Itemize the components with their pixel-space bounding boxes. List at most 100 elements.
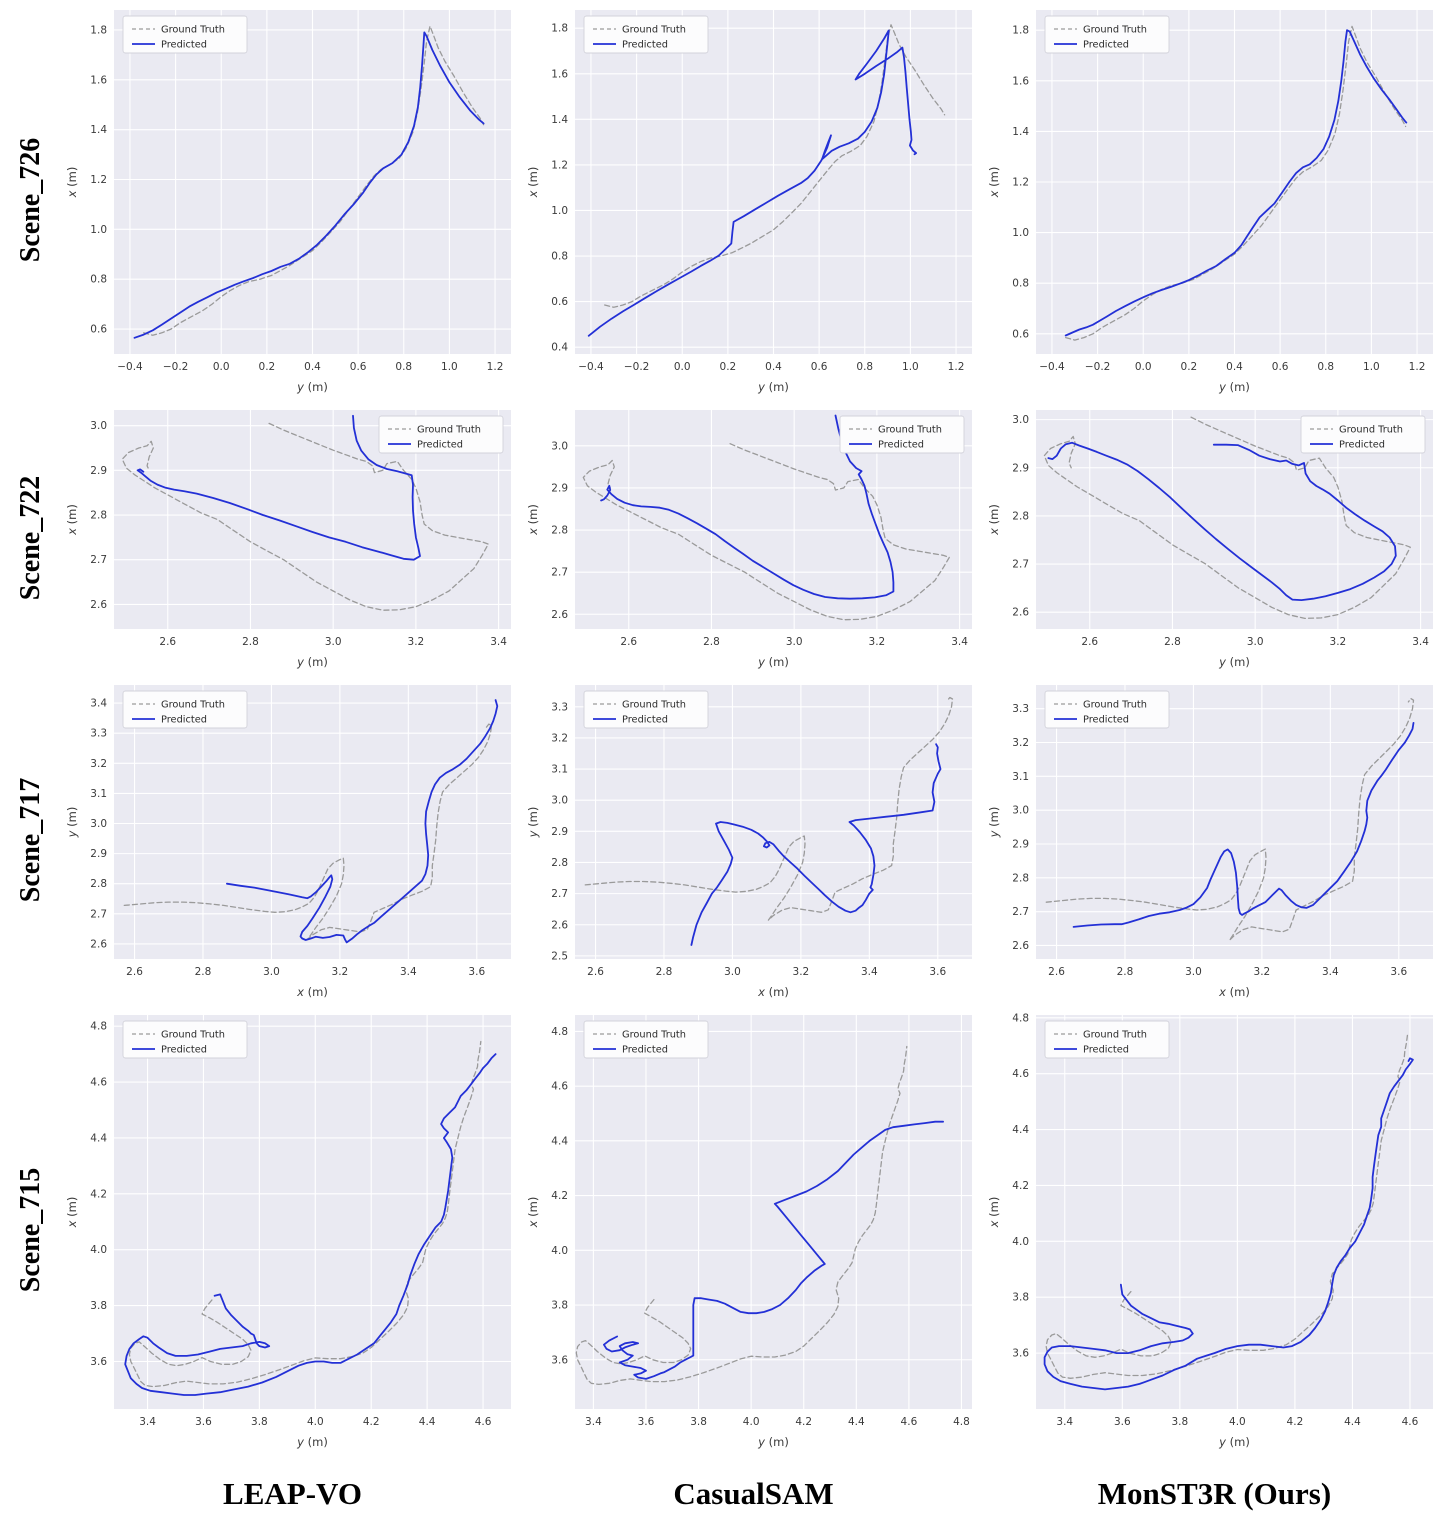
svg-text:2.6: 2.6 (90, 938, 107, 950)
svg-text:2.8: 2.8 (90, 878, 107, 890)
svg-text:Ground Truth: Ground Truth (622, 1030, 686, 1041)
svg-text:0.8: 0.8 (395, 361, 412, 373)
x-axis-label: y (m) (757, 380, 789, 394)
ground-truth-line (1065, 25, 1407, 341)
svg-text:2.6: 2.6 (90, 599, 107, 611)
svg-text:3.1: 3.1 (1012, 771, 1029, 783)
svg-text:Predicted: Predicted (1339, 440, 1385, 451)
svg-text:3.8: 3.8 (251, 1416, 268, 1428)
chart-svg: 2.6 2.8 3.0 3.2 3.4 3.6 2.6 2.7 2.8 2.9 3.0 3.1 3.2 3… (987, 685, 1433, 999)
legend: Ground Truth Predicted (583, 690, 709, 729)
svg-text:3.8: 3.8 (90, 1300, 107, 1312)
legend: Ground Truth Predicted (122, 1020, 248, 1059)
svg-text:Ground Truth: Ground Truth (161, 25, 225, 36)
svg-text:1.4: 1.4 (1012, 126, 1029, 138)
svg-text:3.0: 3.0 (551, 795, 568, 807)
svg-text:3.8: 3.8 (1012, 1292, 1029, 1304)
svg-text:3.2: 3.2 (793, 966, 810, 978)
svg-text:1.0: 1.0 (441, 361, 458, 373)
svg-text:0.6: 0.6 (551, 296, 568, 308)
svg-text:3.8: 3.8 (1171, 1416, 1188, 1428)
svg-text:Predicted: Predicted (161, 1045, 207, 1056)
plot-scene717-casualsam: 2.6 2.8 3.0 3.2 3.4 3.6 2.5 2.6 2.7 2.8 2.9 3.0 3.1 3… (523, 675, 984, 1005)
predicted-line (690, 743, 942, 946)
svg-text:0.0: 0.0 (674, 361, 691, 373)
x-axis-label: x (m) (1218, 985, 1250, 999)
svg-text:3.4: 3.4 (139, 1416, 156, 1428)
svg-text:1.2: 1.2 (487, 361, 504, 373)
x-axis-label: y (m) (757, 655, 789, 669)
svg-text:4.2: 4.2 (795, 1416, 812, 1428)
svg-text:Predicted: Predicted (622, 40, 668, 51)
svg-text:Ground Truth: Ground Truth (417, 425, 481, 436)
svg-text:3.0: 3.0 (90, 420, 107, 432)
svg-text:0.8: 0.8 (90, 274, 107, 286)
plot-scene726-casualsam: −0.4 −0.2 0.0 0.2 0.4 0.6 0.8 1.0 1.2 0.4 0.6 0.8 1.… (523, 0, 984, 400)
svg-text:2.9: 2.9 (90, 848, 107, 860)
svg-text:1.0: 1.0 (551, 205, 568, 217)
ground-truth-line (604, 24, 946, 308)
svg-text:0.6: 0.6 (811, 361, 828, 373)
svg-text:3.4: 3.4 (585, 1416, 602, 1428)
plot-scene726-monst3r: −0.4 −0.2 0.0 0.2 0.4 0.6 0.8 1.0 1.2 0.6 0.8 1.0 1.… (984, 0, 1445, 400)
svg-text:3.6: 3.6 (1390, 966, 1407, 978)
svg-text:2.6: 2.6 (159, 636, 176, 648)
svg-text:4.6: 4.6 (1012, 1068, 1029, 1080)
svg-text:2.9: 2.9 (90, 465, 107, 477)
svg-text:0.6: 0.6 (90, 324, 107, 336)
svg-text:0.8: 0.8 (551, 251, 568, 263)
svg-text:4.0: 4.0 (1229, 1416, 1246, 1428)
svg-text:2.6: 2.6 (1081, 636, 1098, 648)
svg-text:3.2: 3.2 (1254, 966, 1271, 978)
plot-scene715-monst3r: 3.4 3.6 3.8 4.0 4.2 4.4 4.6 3.6 3.8 4.0 4.2 4.4 4.6 4… (984, 1005, 1445, 1455)
svg-text:4.2: 4.2 (1287, 1416, 1304, 1428)
svg-text:−0.2: −0.2 (624, 361, 650, 373)
svg-text:1.0: 1.0 (1363, 361, 1380, 373)
svg-text:1.8: 1.8 (1012, 25, 1029, 37)
svg-text:0.4: 0.4 (304, 361, 321, 373)
svg-text:3.6: 3.6 (90, 1356, 107, 1368)
svg-text:0.8: 0.8 (856, 361, 873, 373)
column-title-text: CasualSAM (673, 1476, 834, 1511)
svg-text:0.8: 0.8 (1012, 278, 1029, 290)
svg-text:3.0: 3.0 (263, 966, 280, 978)
svg-text:2.7: 2.7 (1012, 559, 1029, 571)
y-axis-label: y (m) (987, 807, 1001, 839)
predicted-line (600, 414, 895, 600)
legend: Ground Truth Predicted (122, 690, 248, 729)
svg-text:4.0: 4.0 (551, 1245, 568, 1257)
svg-text:1.6: 1.6 (90, 74, 107, 86)
svg-text:3.4: 3.4 (400, 966, 417, 978)
chart-svg: −0.4 −0.2 0.0 0.2 0.4 0.6 0.8 1.0 1.2 0.6 0.8 1.0 1.… (65, 10, 511, 394)
svg-text:2.7: 2.7 (90, 554, 107, 566)
row-label-scene-722: Scene_722 (0, 400, 62, 675)
svg-text:4.6: 4.6 (1402, 1416, 1419, 1428)
x-axis-label: x (m) (757, 985, 789, 999)
svg-text:Ground Truth: Ground Truth (161, 700, 225, 711)
svg-text:3.1: 3.1 (551, 764, 568, 776)
legend: Ground Truth Predicted (1044, 15, 1170, 54)
svg-text:2.6: 2.6 (587, 966, 604, 978)
svg-text:Predicted: Predicted (161, 40, 207, 51)
svg-text:4.0: 4.0 (1012, 1236, 1029, 1248)
x-axis-label: y (m) (296, 380, 328, 394)
column-title-text: MonST3R (Ours) (1097, 1476, 1332, 1511)
svg-text:Ground Truth: Ground Truth (622, 25, 686, 36)
y-axis-label: x (m) (65, 167, 79, 199)
legend: Ground Truth Predicted (583, 15, 709, 54)
predicted-line (1043, 1057, 1414, 1391)
chart-svg: 3.4 3.6 3.8 4.0 4.2 4.4 4.6 4.8 3.6 3.8 4.0 4.2 4.4 4… (526, 1015, 972, 1449)
ground-truth-line (128, 1040, 482, 1388)
svg-text:Ground Truth: Ground Truth (878, 425, 942, 436)
svg-text:4.2: 4.2 (1012, 1180, 1029, 1192)
svg-text:4.4: 4.4 (551, 1135, 568, 1147)
y-axis-label: x (m) (65, 504, 79, 536)
svg-text:3.0: 3.0 (1012, 414, 1029, 426)
legend: Ground Truth Predicted (583, 1020, 709, 1059)
svg-text:3.3: 3.3 (551, 701, 568, 713)
svg-text:Ground Truth: Ground Truth (622, 700, 686, 711)
svg-text:0.0: 0.0 (1135, 361, 1152, 373)
svg-text:2.6: 2.6 (126, 966, 143, 978)
svg-text:3.2: 3.2 (1012, 737, 1029, 749)
y-axis-label: x (m) (526, 167, 540, 199)
